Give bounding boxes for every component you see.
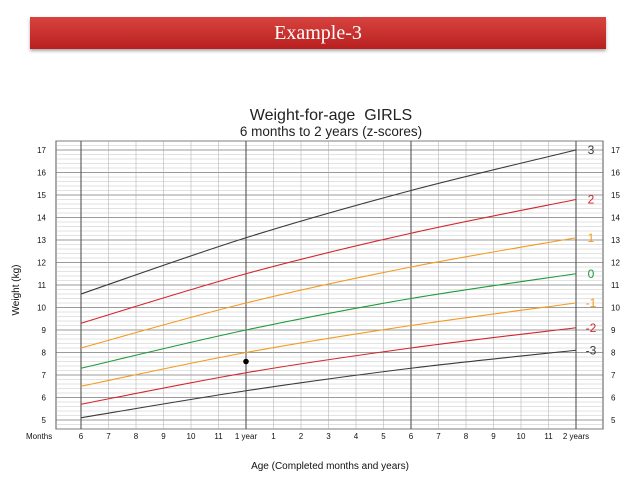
z-score-line xyxy=(80,149,577,295)
chart-title: Weight-for-age GIRLS xyxy=(250,107,412,124)
y-tick-label-right: 10 xyxy=(611,304,620,313)
y-tick-label-left: 13 xyxy=(37,236,46,245)
z-score-line xyxy=(80,237,577,349)
y-tick-label-left: 7 xyxy=(42,371,47,380)
x-tick-label: 1 year xyxy=(235,432,258,441)
x-row-label: Months xyxy=(26,432,52,441)
y-tick-label-left: 16 xyxy=(37,169,46,178)
slide-title: Example-3 xyxy=(274,21,362,44)
z-score-label: 0 xyxy=(588,267,595,281)
x-tick-label: 3 xyxy=(326,432,331,441)
x-tick-label: 7 xyxy=(436,432,441,441)
z-score-lines xyxy=(80,149,577,419)
y-tick-label-left: 5 xyxy=(42,416,47,425)
y-tick-label-right: 6 xyxy=(611,394,616,403)
z-score-label: -2 xyxy=(586,321,597,335)
x-tick-label: 6 xyxy=(79,432,84,441)
y-tick-label-left: 10 xyxy=(37,304,46,313)
x-axis-ticks: 6 7 8 9 10 11 1 year 1 2 3 4 5 6 7 8 9 10 11 2 years xyxy=(79,432,589,441)
y-tick-label-left: 12 xyxy=(37,259,46,268)
y-tick-label-right: 9 xyxy=(611,326,616,335)
y-tick-label-left: 17 xyxy=(37,146,46,155)
x-axis-label: Age (Completed months and years) xyxy=(251,461,409,472)
y-tick-label-left: 9 xyxy=(42,326,47,335)
z-score-label: 3 xyxy=(588,143,595,157)
x-tick-label: 10 xyxy=(517,432,526,441)
x-tick-label: 6 xyxy=(409,432,414,441)
x-tick-label: 2 years xyxy=(563,432,589,441)
z-score-label: -3 xyxy=(586,343,597,357)
y-tick-label-right: 14 xyxy=(611,214,620,223)
y-tick-label-right: 5 xyxy=(611,416,616,425)
x-tick-label: 11 xyxy=(544,432,553,441)
x-tick-label: 9 xyxy=(161,432,166,441)
y-tick-label-right: 16 xyxy=(611,169,620,178)
x-tick-label: 2 xyxy=(299,432,304,441)
x-tick-label: 9 xyxy=(491,432,496,441)
x-tick-label: 10 xyxy=(187,432,196,441)
y-axis-label: Weight (kg) xyxy=(11,265,22,316)
x-tick-label: 8 xyxy=(134,432,139,441)
x-tick-label: 11 xyxy=(214,432,223,441)
z-score-label: 1 xyxy=(588,231,595,245)
x-tick-label: 1 xyxy=(271,432,276,441)
chart-grid xyxy=(55,140,604,430)
y-tick-label-right: 11 xyxy=(611,281,620,290)
y-tick-label-left: 14 xyxy=(37,214,46,223)
z-score-line xyxy=(80,327,577,405)
z-score-line xyxy=(80,198,577,324)
y-tick-label-right: 7 xyxy=(611,371,616,380)
y-tick-label-right: 15 xyxy=(611,191,620,200)
slide-title-banner: Example-3 xyxy=(30,17,606,49)
z-score-line xyxy=(80,302,577,387)
x-tick-label: 5 xyxy=(381,432,386,441)
y-tick-label-right: 17 xyxy=(611,146,620,155)
y-tick-label-left: 8 xyxy=(42,349,47,358)
y-tick-label-right: 13 xyxy=(611,236,620,245)
y-tick-label-right: 8 xyxy=(611,349,616,358)
z-score-labels: 3 2 1 0 -1 -2 -3 xyxy=(586,143,597,357)
y-tick-label-left: 15 xyxy=(37,191,46,200)
x-tick-label: 7 xyxy=(106,432,111,441)
y-tick-label-left: 6 xyxy=(42,394,47,403)
plotted-point xyxy=(243,358,249,365)
x-tick-label: 8 xyxy=(464,432,469,441)
z-score-label: -1 xyxy=(586,296,597,310)
y-tick-label-left: 11 xyxy=(38,281,47,290)
chart-subtitle: 6 months to 2 years (z-scores) xyxy=(240,124,422,139)
z-score-label: 2 xyxy=(588,193,595,207)
z-score-line xyxy=(80,349,577,419)
y-tick-label-right: 12 xyxy=(611,259,620,268)
z-score-line xyxy=(80,273,577,369)
data-points xyxy=(243,358,249,365)
x-tick-label: 4 xyxy=(354,432,359,441)
